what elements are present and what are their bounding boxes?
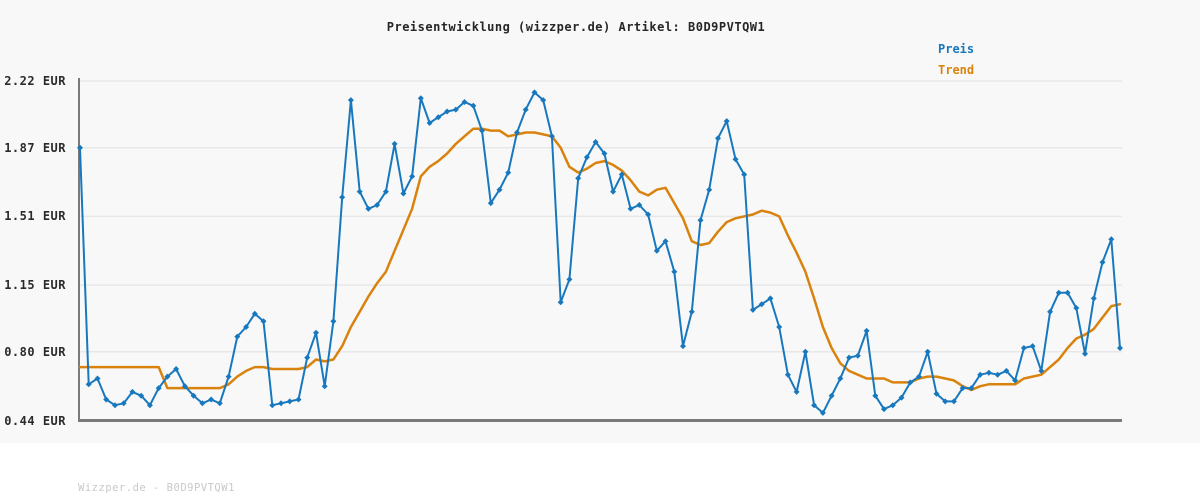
y-tick-label: 2.22 EUR [4,74,66,88]
price-point-markers [77,89,1123,416]
legend-item-preis: Preis [938,42,975,56]
footer-background-strip [0,443,1200,500]
chart-title: Preisentwicklung (wizzper.de) Artikel: B… [386,20,766,34]
price-line [79,91,1121,414]
y-tick-label: 1.51 EUR [4,209,66,224]
chart-legend: Preis Trend [938,39,974,81]
y-tick-label: 0.44 EUR [4,413,66,428]
y-tick-label: 1.87 EUR [4,140,66,155]
watermark-footer: Wizzper.de - B0D9PVTQW1 [78,482,235,494]
trend-line [78,127,1122,392]
y-tick-label: 0.80 EUR [4,344,66,359]
legend-item-trend: Trend [938,63,975,77]
y-tick-label: 1.15 EUR [4,278,66,293]
